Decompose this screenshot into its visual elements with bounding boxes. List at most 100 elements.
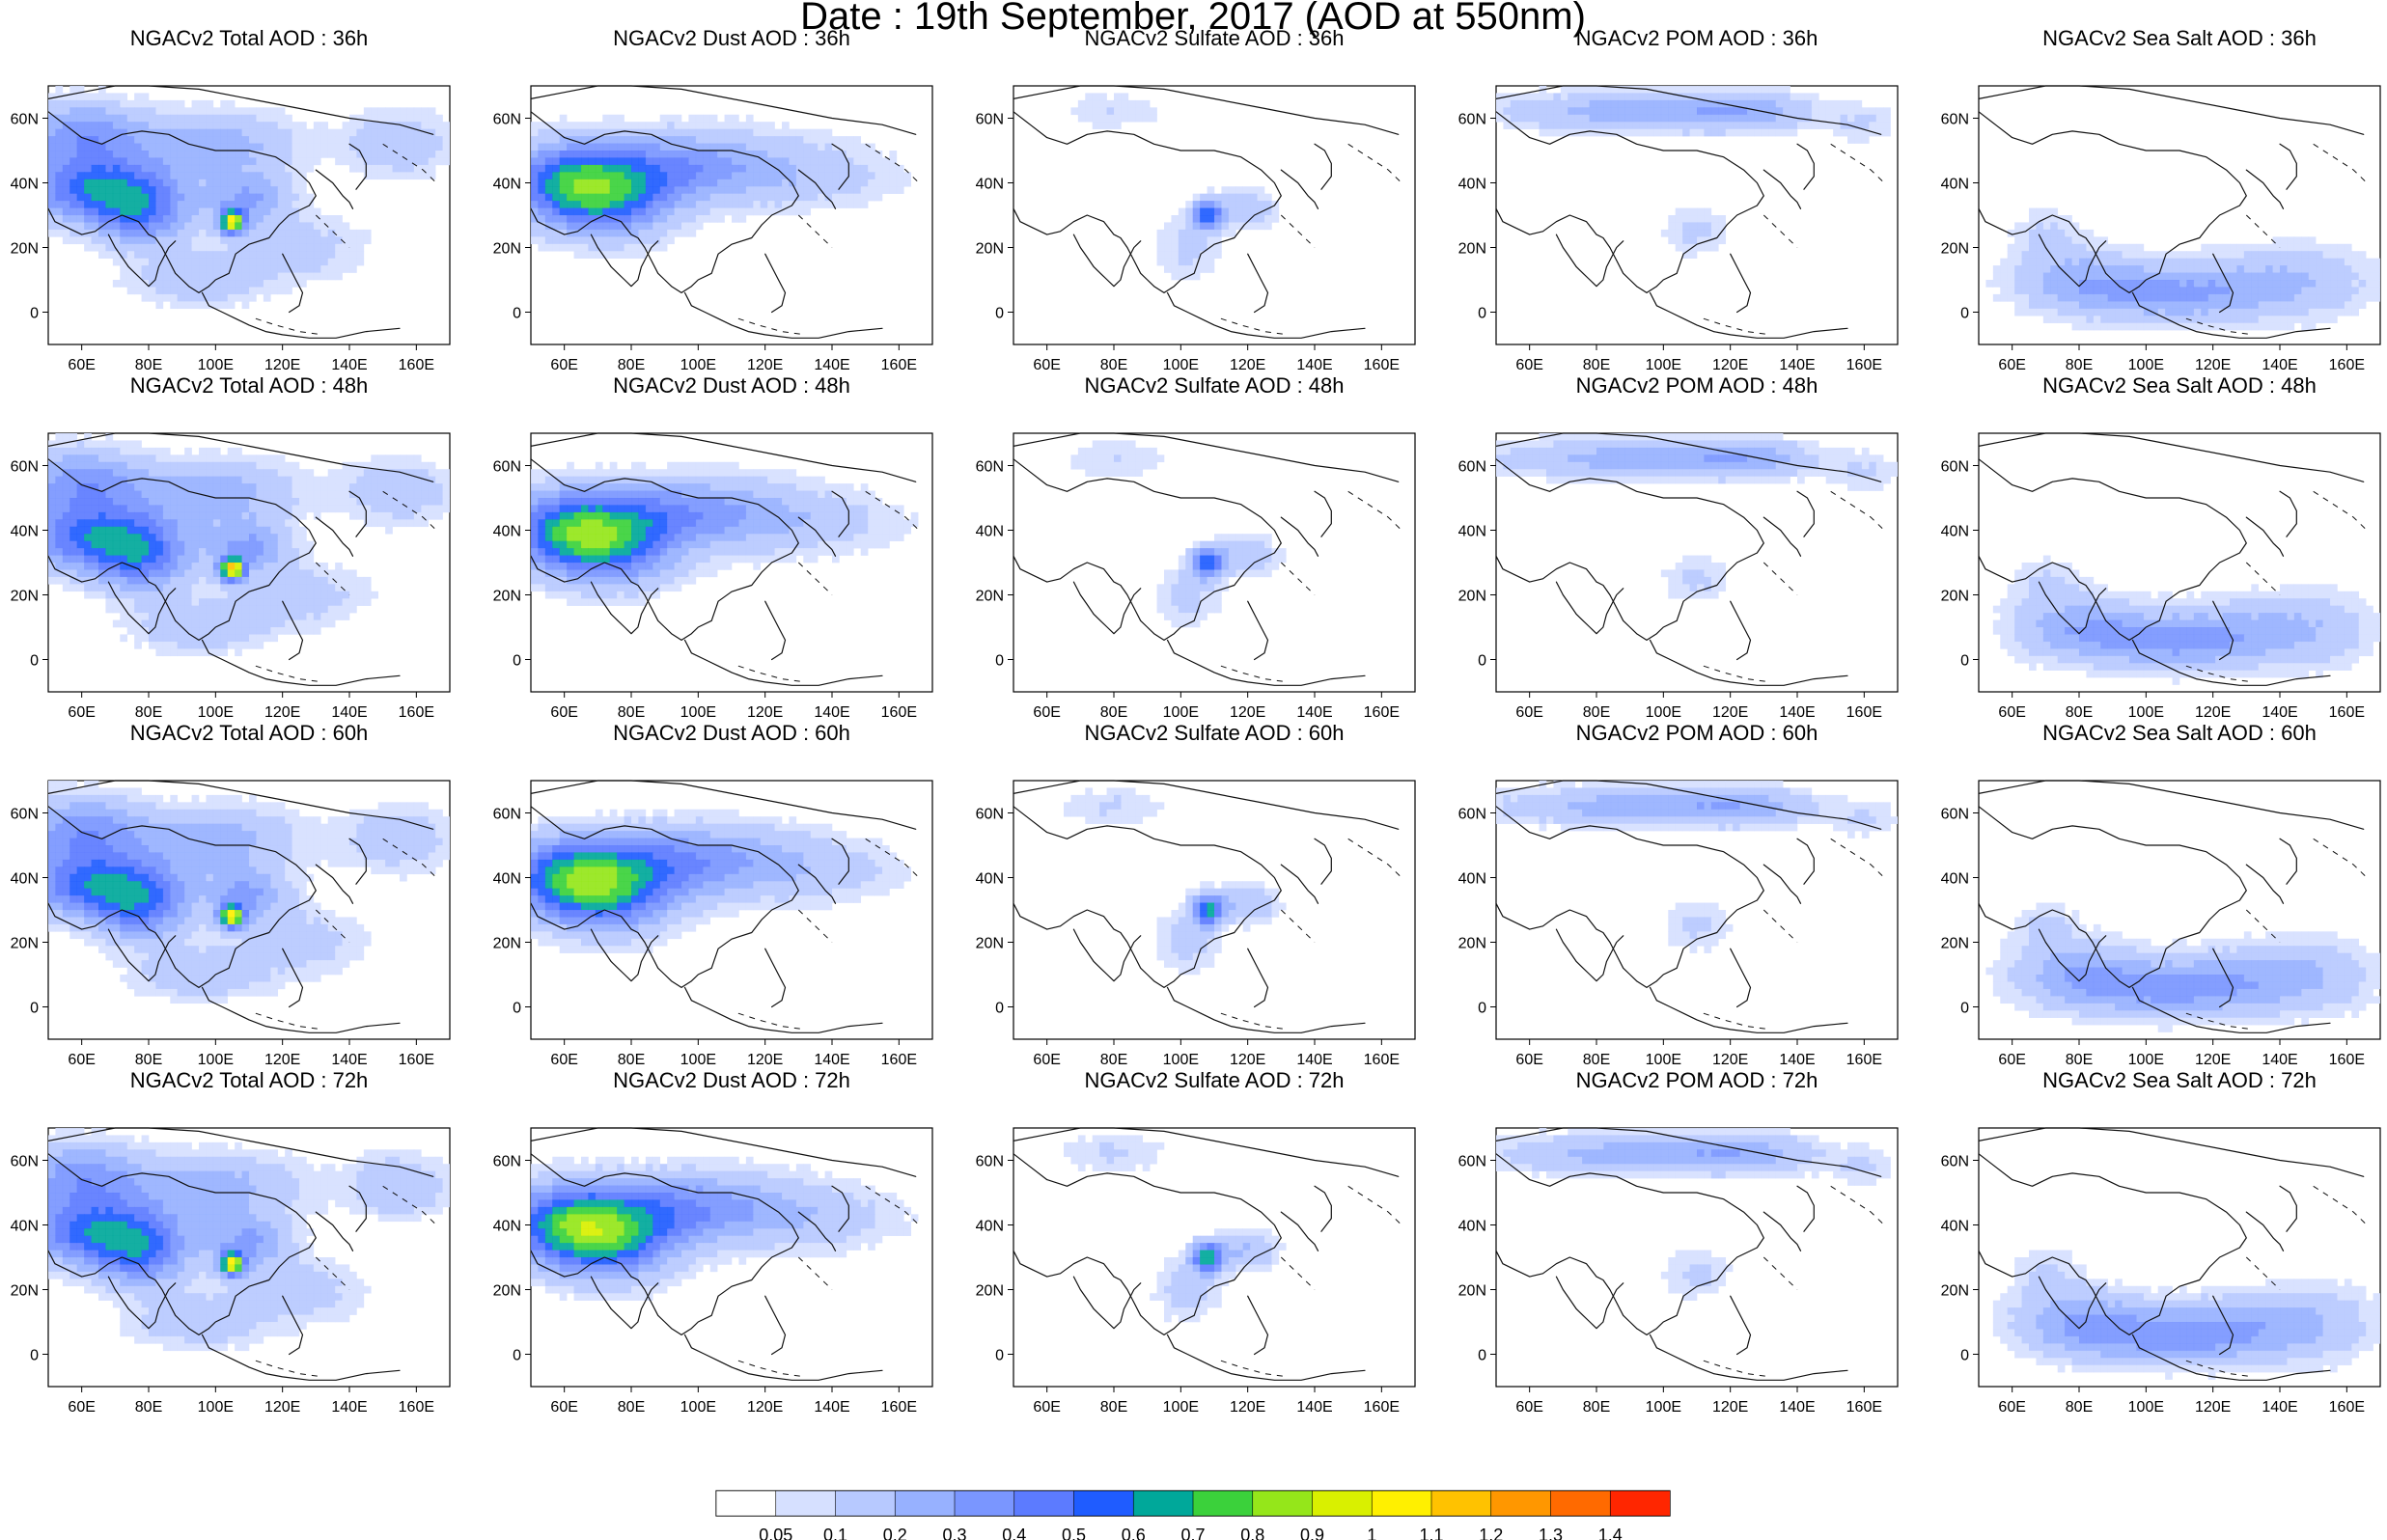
aod-cell — [134, 548, 142, 556]
aod-cell — [645, 186, 653, 194]
aod-cell — [2143, 293, 2151, 302]
aod-cell — [270, 483, 279, 491]
aod-cell — [767, 207, 775, 216]
aod-cell — [270, 207, 279, 216]
aod-cell — [191, 99, 200, 108]
aod-cell — [832, 136, 840, 144]
aod-cell — [882, 179, 890, 187]
aod-cell — [868, 498, 875, 506]
aod-cell — [170, 251, 179, 259]
aod-cell — [91, 143, 99, 151]
aod-cell — [327, 613, 336, 620]
aod-cell — [327, 576, 336, 585]
aod-cell — [559, 186, 568, 194]
aod-cell — [356, 243, 365, 252]
aod-cell — [874, 164, 883, 173]
aod-cell — [299, 265, 307, 273]
aod-cell — [2093, 258, 2101, 266]
aod-cell — [270, 591, 279, 599]
aod-cell — [573, 490, 582, 499]
aod-cell — [1847, 114, 1855, 123]
aod-cell — [581, 136, 589, 144]
aod-cell — [1503, 107, 1512, 116]
aod-cell — [882, 186, 890, 194]
aod-cell — [2100, 243, 2109, 252]
aod-cell — [695, 179, 704, 187]
aod-cell — [581, 215, 589, 223]
aod-cell — [2265, 258, 2273, 266]
aod-cell — [1704, 215, 1712, 223]
aod-cell — [206, 584, 214, 592]
aod-cell — [126, 548, 135, 556]
aod-cell — [753, 164, 762, 173]
aod-cell — [256, 505, 264, 513]
aod-cell — [392, 122, 401, 129]
aod-cell — [212, 648, 221, 657]
aod-cell — [2251, 301, 2260, 310]
aod-cell — [177, 143, 185, 151]
aod-cell — [184, 229, 192, 237]
aod-cell — [832, 498, 840, 506]
aod-cell — [631, 483, 639, 491]
aod-cell — [732, 172, 739, 180]
aod-cell — [241, 534, 250, 541]
aod-cell — [2057, 251, 2066, 259]
aod-cell — [2000, 258, 2009, 266]
aod-cell — [2287, 308, 2295, 316]
aod-cell — [1783, 114, 1790, 123]
aod-cell — [732, 469, 739, 477]
aod-cell — [392, 164, 401, 173]
aod-cell — [709, 128, 718, 137]
y-tick-label: 60N — [493, 112, 521, 128]
aod-cell — [227, 469, 236, 477]
aod-cell — [62, 563, 70, 570]
aod-cell — [62, 498, 70, 506]
x-tick-label: 160E — [2329, 357, 2365, 373]
aod-cell — [313, 563, 321, 570]
aod-cell — [184, 461, 192, 470]
aod-cell — [306, 136, 315, 144]
aod-cell — [732, 207, 739, 216]
aod-cell — [105, 461, 114, 470]
aod-cell — [285, 498, 292, 506]
aod-cell — [1854, 136, 1863, 144]
aod-cell — [1207, 193, 1215, 202]
aod-cell — [206, 483, 214, 491]
aod-cell — [1178, 265, 1186, 273]
aod-cell — [645, 128, 653, 137]
aod-cell — [1228, 229, 1236, 237]
aod-cell — [753, 179, 762, 187]
aod-cell — [363, 229, 372, 237]
aod-cell — [602, 193, 611, 202]
aod-cell — [170, 483, 179, 491]
aod-cell — [120, 122, 128, 129]
aod-cell — [2042, 215, 2051, 223]
aod-cell — [1710, 107, 1719, 116]
aod-cell — [659, 511, 668, 520]
aod-cell — [105, 555, 114, 564]
aod-cell — [1092, 114, 1100, 123]
aod-cell — [896, 172, 904, 180]
aod-cell — [2107, 287, 2116, 295]
aod-cell — [235, 511, 242, 520]
aod-cell — [227, 164, 236, 173]
aod-cell — [162, 293, 171, 302]
aod-cell — [291, 179, 300, 187]
aod-cell — [263, 201, 271, 208]
aod-cell — [1603, 86, 1612, 94]
aod-cell — [1710, 243, 1719, 252]
aod-cell — [782, 157, 790, 166]
aod-cell — [76, 440, 85, 449]
aod-cell — [62, 505, 70, 513]
aod-cell — [2136, 258, 2145, 266]
aod-cell — [2065, 258, 2072, 266]
aod-cell — [413, 107, 422, 116]
aod-cell — [732, 215, 739, 223]
aod-cell — [212, 258, 221, 266]
aod-cell — [134, 641, 142, 649]
aod-cell — [667, 179, 675, 187]
aod-cell — [810, 519, 819, 528]
aod-cell — [112, 519, 121, 528]
aod-cell — [695, 122, 704, 129]
aod-cell — [212, 128, 221, 137]
